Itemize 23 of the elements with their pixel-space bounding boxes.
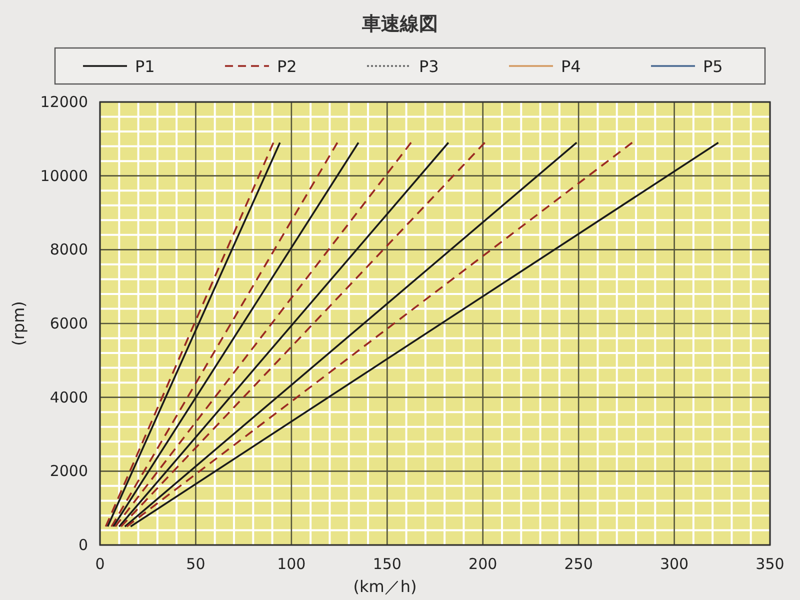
x-axis-title: (km／h) — [353, 577, 417, 596]
legend-label: P1 — [135, 57, 155, 76]
y-tick-label: 0 — [78, 536, 88, 554]
legend-label: P2 — [277, 57, 297, 76]
y-tick-label: 8000 — [50, 240, 88, 259]
y-tick-label: 6000 — [50, 314, 88, 332]
x-tick-label: 50 — [186, 555, 206, 573]
x-tick-label: 350 — [756, 555, 784, 573]
x-tick-label: 300 — [660, 555, 689, 573]
x-tick-label: 150 — [372, 555, 402, 573]
y-tick-label: 10000 — [40, 166, 88, 185]
legend-label: P4 — [561, 57, 581, 76]
x-tick-label: 200 — [468, 555, 498, 573]
y-tick-label: 12000 — [40, 93, 88, 111]
x-tick-label: 100 — [277, 555, 306, 573]
y-tick-label: 2000 — [50, 462, 88, 480]
chart-title: 車速線図 — [361, 13, 438, 35]
y-tick-label: 4000 — [50, 388, 88, 406]
legend-label: P5 — [703, 57, 723, 76]
x-tick-label: 0 — [95, 555, 105, 573]
x-tick-label: 250 — [564, 555, 593, 573]
legend-label: P3 — [419, 57, 439, 76]
y-axis-title: (rpm) — [9, 301, 28, 346]
